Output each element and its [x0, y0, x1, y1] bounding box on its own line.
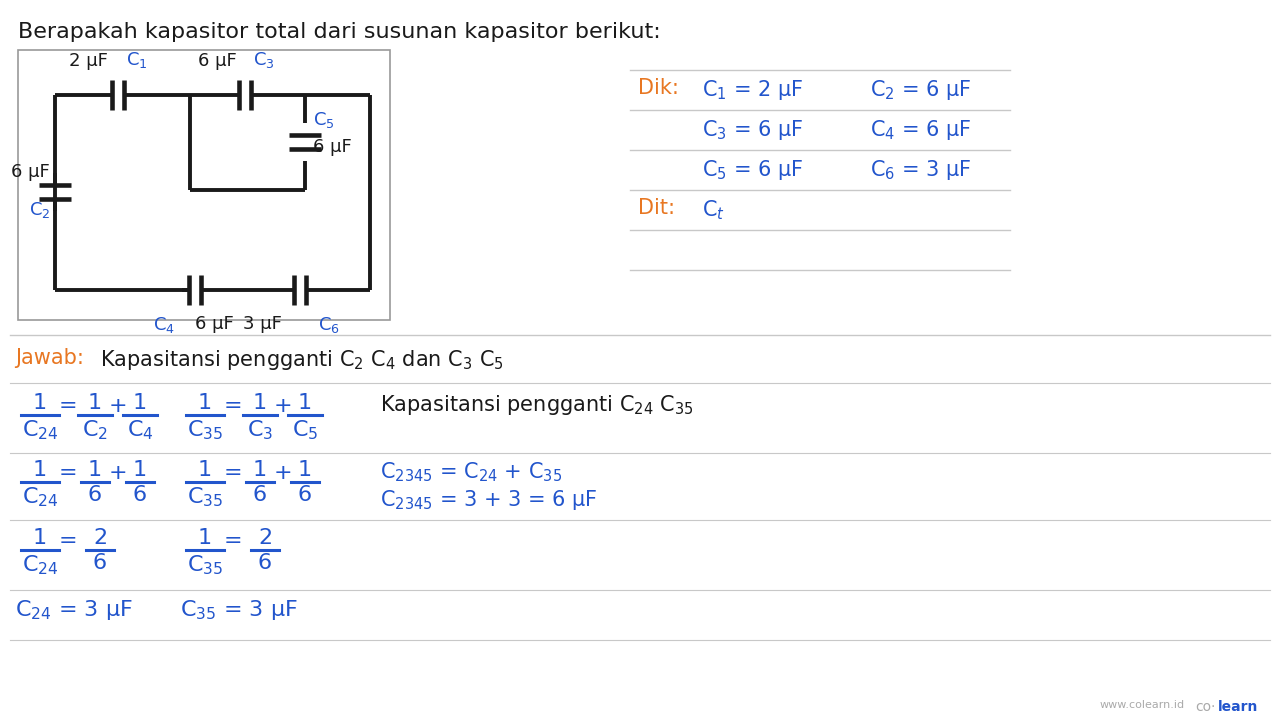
Text: C$_{24}$: C$_{24}$: [22, 485, 59, 508]
Text: C$_6$ = 3 μF: C$_6$ = 3 μF: [870, 158, 972, 182]
Text: C$_6$: C$_6$: [317, 315, 340, 335]
Text: 3 μF: 3 μF: [243, 315, 282, 333]
Text: 6: 6: [133, 485, 147, 505]
Text: 1: 1: [253, 460, 268, 480]
Text: C$_2$: C$_2$: [28, 200, 50, 220]
Text: +: +: [274, 463, 292, 483]
Text: Kapasitansi pengganti C$_{24}$ C$_{35}$: Kapasitansi pengganti C$_{24}$ C$_{35}$: [380, 393, 694, 417]
Text: C$_2$: C$_2$: [82, 418, 108, 441]
Text: C$_4$: C$_4$: [154, 315, 175, 335]
Text: 6: 6: [88, 485, 102, 505]
Text: =: =: [224, 531, 242, 551]
Text: C$_3$ = 6 μF: C$_3$ = 6 μF: [701, 118, 804, 142]
Text: learn: learn: [1219, 700, 1258, 714]
Text: 1: 1: [133, 393, 147, 413]
Text: Dik:: Dik:: [637, 78, 678, 98]
Text: C$_2$ = 6 μF: C$_2$ = 6 μF: [870, 78, 972, 102]
Text: 2 μF: 2 μF: [69, 52, 108, 70]
Text: 6: 6: [93, 553, 108, 573]
Text: Jawab:: Jawab:: [15, 348, 84, 368]
Text: Dit:: Dit:: [637, 198, 675, 218]
Text: 1: 1: [198, 393, 212, 413]
Text: 6: 6: [253, 485, 268, 505]
Text: C$_3$: C$_3$: [253, 50, 275, 70]
Text: +: +: [274, 396, 292, 416]
Text: C$_{24}$: C$_{24}$: [22, 418, 59, 441]
Text: C$_5$ = 6 μF: C$_5$ = 6 μF: [701, 158, 804, 182]
Text: +: +: [109, 463, 127, 483]
Text: 6 μF: 6 μF: [195, 315, 234, 333]
Text: +: +: [109, 396, 127, 416]
Text: C$_{24}$ = 3 μF: C$_{24}$ = 3 μF: [15, 598, 133, 622]
Text: www.colearn.id: www.colearn.id: [1100, 700, 1185, 710]
Text: C$_{2345}$ = 3 + 3 = 6 μF: C$_{2345}$ = 3 + 3 = 6 μF: [380, 488, 598, 512]
Text: 1: 1: [133, 460, 147, 480]
Text: ·: ·: [1210, 700, 1215, 714]
Text: 1: 1: [33, 460, 47, 480]
Text: 1: 1: [198, 460, 212, 480]
Text: C$_1$: C$_1$: [125, 50, 147, 70]
Text: 2: 2: [93, 528, 108, 548]
Text: 2: 2: [259, 528, 273, 548]
Text: 6 μF: 6 μF: [12, 163, 50, 181]
Text: 1: 1: [198, 528, 212, 548]
Text: co: co: [1196, 700, 1211, 714]
Text: 1: 1: [298, 393, 312, 413]
Text: C$_t$: C$_t$: [701, 198, 724, 222]
Text: 1: 1: [298, 460, 312, 480]
Text: C$_5$: C$_5$: [292, 418, 319, 441]
Text: C$_{24}$: C$_{24}$: [22, 553, 59, 577]
Text: C$_{35}$: C$_{35}$: [187, 485, 223, 508]
Text: 1: 1: [253, 393, 268, 413]
Text: C$_{2345}$ = C$_{24}$ + C$_{35}$: C$_{2345}$ = C$_{24}$ + C$_{35}$: [380, 460, 562, 484]
Text: 1: 1: [33, 393, 47, 413]
Text: C$_{35}$ = 3 μF: C$_{35}$ = 3 μF: [180, 598, 298, 622]
Text: C$_1$ = 2 μF: C$_1$ = 2 μF: [701, 78, 804, 102]
Text: C$_{35}$: C$_{35}$: [187, 418, 223, 441]
Text: =: =: [224, 463, 242, 483]
Text: C$_{35}$: C$_{35}$: [187, 553, 223, 577]
Text: Kapasitansi pengganti C$_2$ C$_4$ dan C$_3$ C$_5$: Kapasitansi pengganti C$_2$ C$_4$ dan C$…: [100, 348, 504, 372]
Text: =: =: [224, 396, 242, 416]
Bar: [18, 50, 390, 320]
Text: 6: 6: [298, 485, 312, 505]
Text: =: =: [59, 396, 77, 416]
Text: =: =: [59, 531, 77, 551]
Text: 1: 1: [88, 393, 102, 413]
Text: C$_4$ = 6 μF: C$_4$ = 6 μF: [870, 118, 972, 142]
Text: 1: 1: [33, 528, 47, 548]
Text: =: =: [59, 463, 77, 483]
Text: 6 μF: 6 μF: [314, 138, 352, 156]
Text: C$_4$: C$_4$: [127, 418, 154, 441]
Text: C$_3$: C$_3$: [247, 418, 273, 441]
Text: 1: 1: [88, 460, 102, 480]
Text: 6: 6: [259, 553, 273, 573]
Text: 6 μF: 6 μF: [197, 52, 237, 70]
Text: C$_5$: C$_5$: [314, 110, 334, 130]
Text: Berapakah kapasitor total dari susunan kapasitor berikut:: Berapakah kapasitor total dari susunan k…: [18, 22, 660, 42]
